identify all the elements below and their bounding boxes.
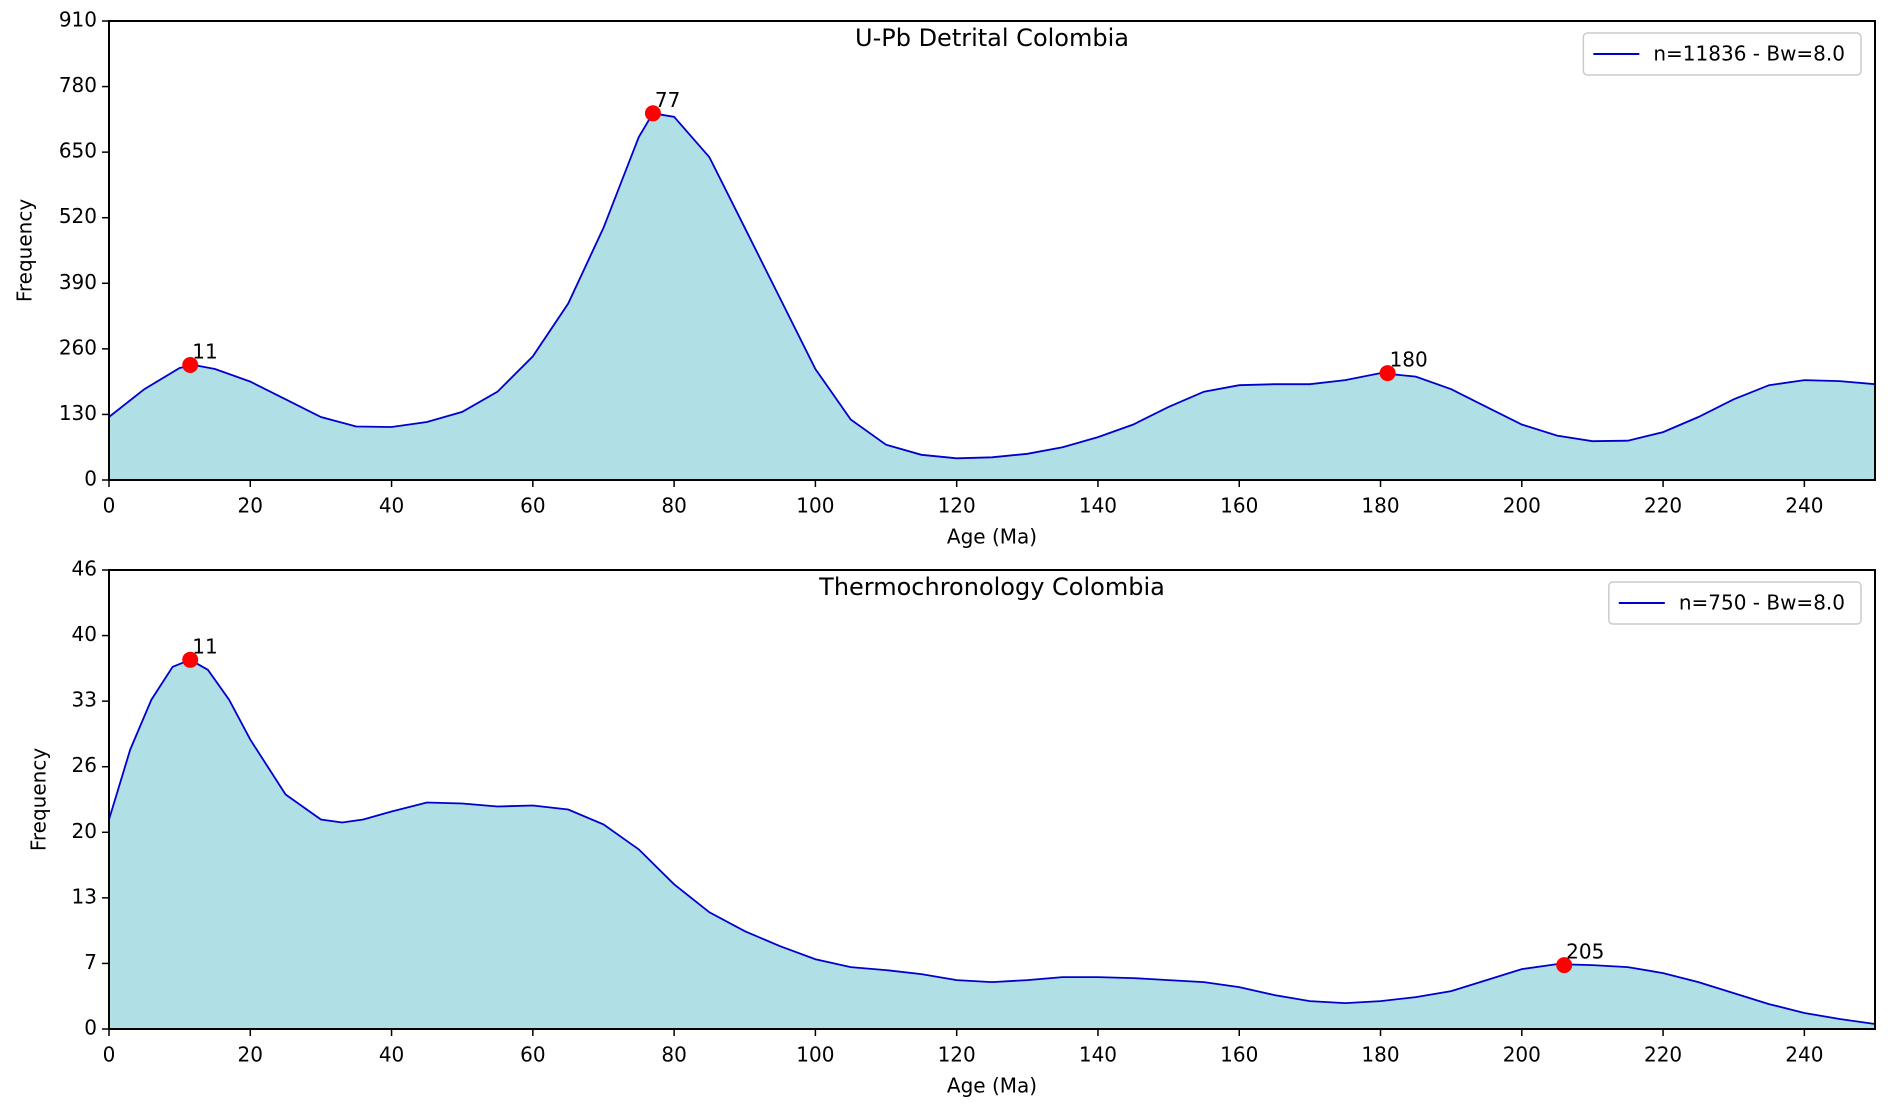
y-tick-label: 46	[72, 557, 97, 581]
y-tick-label: 7	[84, 950, 97, 974]
x-tick-label: 240	[1785, 1043, 1823, 1067]
y-tick-label: 650	[59, 139, 97, 163]
x-axis-label: Age (Ma)	[947, 1074, 1037, 1098]
peak-label: 11	[192, 634, 217, 658]
y-tick-label: 20	[72, 819, 97, 843]
x-tick-label: 160	[1220, 1043, 1258, 1067]
legend-label: n=11836 - Bw=8.0	[1653, 42, 1845, 66]
x-tick-label: 120	[938, 494, 976, 518]
peak-marker	[1556, 957, 1573, 974]
y-tick-label: 0	[84, 467, 97, 491]
peak-marker	[182, 356, 199, 373]
legend-label: n=750 - Bw=8.0	[1679, 591, 1845, 615]
x-tick-label: 180	[1361, 1043, 1399, 1067]
y-tick-label: 0	[84, 1016, 97, 1040]
y-tick-label: 520	[59, 204, 97, 228]
y-tick-label: 260	[59, 335, 97, 359]
x-tick-label: 220	[1644, 494, 1682, 518]
x-tick-label: 60	[520, 1043, 545, 1067]
plot-frame	[108, 569, 1876, 1030]
y-tick-label: 780	[59, 73, 97, 97]
x-tick-label: 200	[1503, 1043, 1541, 1067]
peak-marker	[1379, 365, 1396, 382]
y-axis-label: Frequency	[13, 199, 37, 302]
y-tick-label: 33	[72, 688, 97, 712]
peak-marker	[182, 651, 199, 668]
x-tick-label: 80	[661, 494, 686, 518]
chart-title: Thermochronology Colombia	[818, 573, 1165, 601]
y-axis-label: Frequency	[27, 748, 51, 851]
y-tick-label: 26	[72, 753, 97, 777]
peak-label: 205	[1566, 940, 1604, 964]
area-fill	[109, 659, 1875, 1029]
y-tick-label: 40	[72, 622, 97, 646]
x-tick-label: 60	[520, 494, 545, 518]
x-tick-label: 0	[103, 1043, 116, 1067]
peak-label: 180	[1390, 348, 1428, 372]
x-tick-label: 100	[796, 1043, 834, 1067]
density-line	[108, 112, 1876, 460]
y-tick-label: 130	[59, 401, 97, 425]
y-tick-label: 13	[72, 884, 97, 908]
peak-label: 77	[655, 88, 680, 112]
x-tick-label: 20	[238, 1043, 263, 1067]
x-axis-label: Age (Ma)	[947, 525, 1037, 549]
y-tick-label: 910	[59, 8, 97, 32]
area-fill	[109, 113, 1875, 481]
x-tick-label: 40	[379, 494, 404, 518]
x-tick-label: 180	[1361, 494, 1399, 518]
x-tick-label: 20	[238, 494, 263, 518]
plot-frame	[108, 20, 1876, 481]
x-tick-label: 120	[938, 1043, 976, 1067]
peak-marker	[644, 105, 661, 122]
x-tick-label: 220	[1644, 1043, 1682, 1067]
peak-label: 11	[192, 339, 217, 363]
x-tick-label: 200	[1503, 494, 1541, 518]
chart-title: U-Pb Detrital Colombia	[855, 24, 1129, 52]
legend-box	[1582, 32, 1862, 76]
x-tick-label: 100	[796, 494, 834, 518]
x-tick-label: 0	[103, 494, 116, 518]
x-tick-label: 140	[1079, 494, 1117, 518]
legend-box	[1608, 581, 1862, 625]
x-tick-label: 40	[379, 1043, 404, 1067]
x-tick-label: 160	[1220, 494, 1258, 518]
x-tick-label: 240	[1785, 494, 1823, 518]
x-tick-label: 80	[661, 1043, 686, 1067]
x-tick-label: 140	[1079, 1043, 1117, 1067]
y-tick-label: 390	[59, 270, 97, 294]
